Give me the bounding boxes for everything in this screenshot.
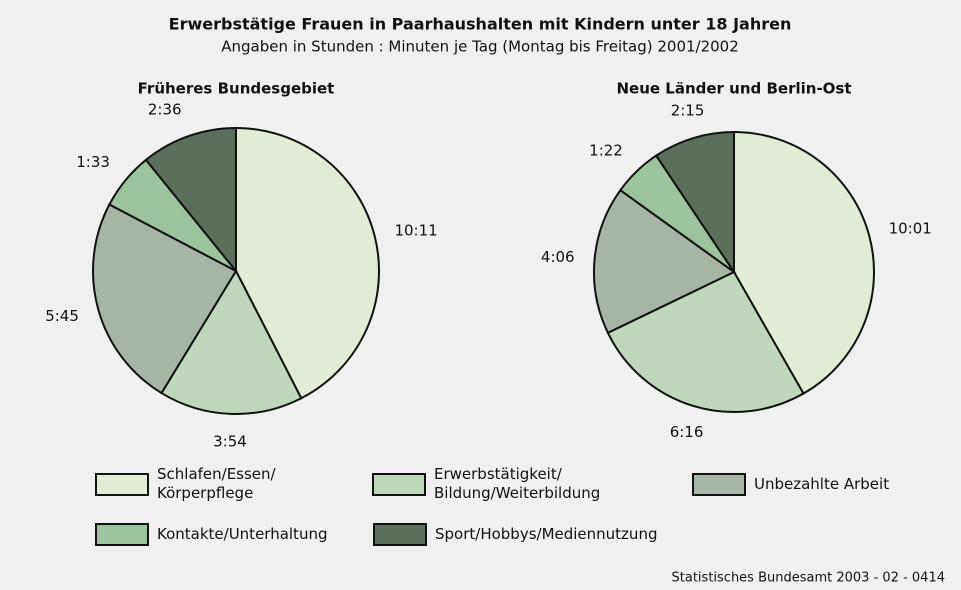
legend-swatch <box>95 522 149 546</box>
legend-swatch <box>692 472 746 496</box>
legend-label: Kontakte/Unterhaltung <box>157 524 328 543</box>
value-label: 5:45 <box>45 307 79 325</box>
pie-slice <box>654 130 735 276</box>
value-label: 3:54 <box>213 432 247 450</box>
subtitle: Angaben in Stunden : Minuten je Tag (Mon… <box>221 38 739 56</box>
value-label: 10:11 <box>394 221 437 239</box>
pie-title: Neue Länder und Berlin-Ost <box>616 80 851 98</box>
legend-item: Schlafen/Essen/ Körperpflege <box>95 462 276 506</box>
value-label: 2:15 <box>671 102 705 120</box>
value-label: 2:36 <box>148 100 182 118</box>
legend-swatch <box>95 472 149 496</box>
legend-label: Erwerbstätigkeit/ Bildung/Weiterbildung <box>434 465 601 502</box>
legend-item: Sport/Hobbys/Mediennutzung <box>373 512 657 556</box>
pie-slice <box>92 203 238 395</box>
value-label: 1:22 <box>589 142 623 160</box>
legend-item: Kontakte/Unterhaltung <box>95 512 327 556</box>
value-label: 10:01 <box>889 219 932 237</box>
legend-label: Sport/Hobbys/Mediennutzung <box>435 524 658 543</box>
pie-slice <box>593 188 736 335</box>
legend-label: Unbezahlte Arbeit <box>754 474 890 493</box>
value-label: 6:16 <box>670 423 704 441</box>
pie-slice <box>144 126 237 274</box>
legend-swatch <box>373 522 427 546</box>
pie-slice <box>606 270 805 413</box>
legend-item: Erwerbstätigkeit/ Bildung/Weiterbildung <box>372 462 600 506</box>
pie-slice <box>235 126 380 400</box>
value-label: 1:33 <box>76 153 110 171</box>
pie-title: Früheres Bundesgebiet <box>138 80 335 98</box>
legend-label: Schlafen/Essen/ Körperpflege <box>157 465 276 502</box>
legend-item: Unbezahlte Arbeit <box>692 462 889 506</box>
pie-slice <box>733 130 875 395</box>
source: Statistisches Bundesamt 2003 - 02 - 0414 <box>672 571 945 586</box>
value-label: 4:06 <box>541 248 575 266</box>
pie-slice <box>160 268 303 415</box>
legend-swatch <box>372 472 426 496</box>
title: Erwerbstätige Frauen in Paarhaushalten m… <box>169 15 792 34</box>
